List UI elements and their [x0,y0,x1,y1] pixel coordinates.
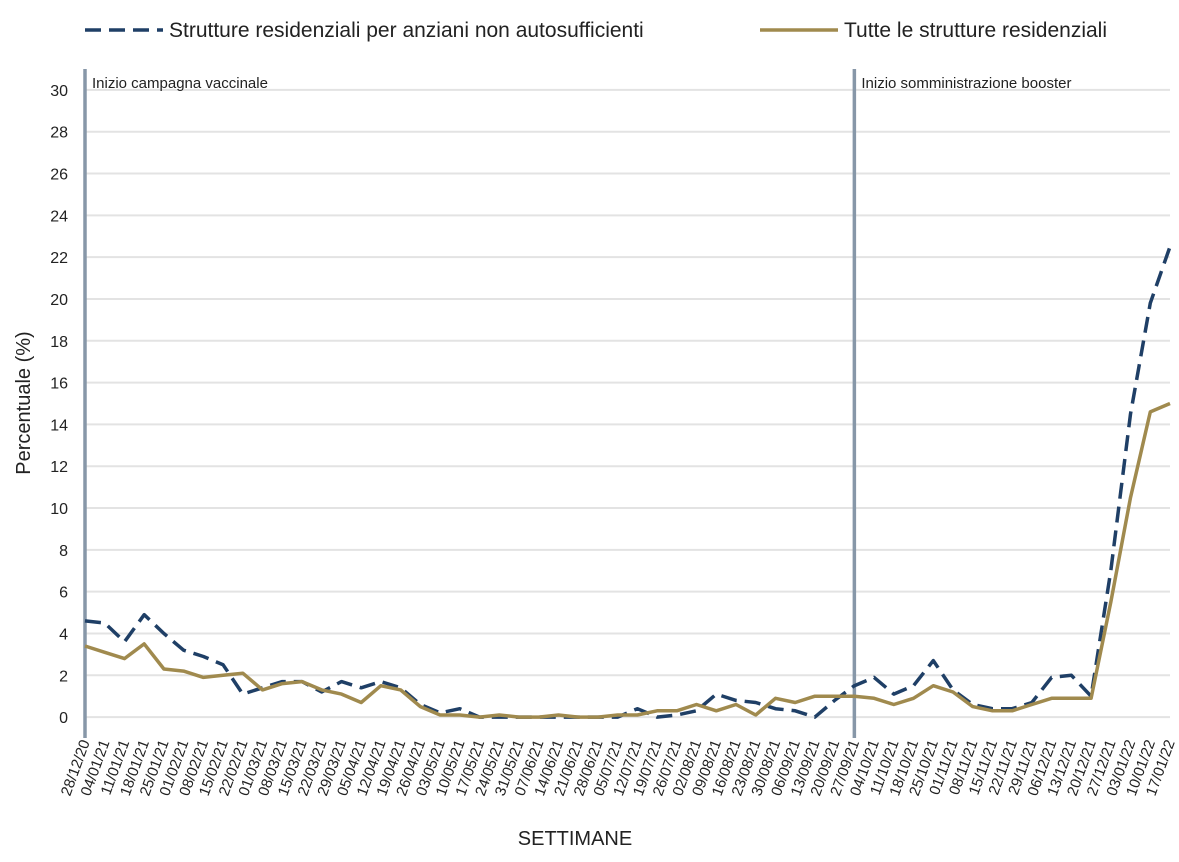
y-tick-label: 14 [50,417,68,434]
y-tick-label: 16 [50,376,68,393]
data-line [84,246,1172,719]
y-tick-label: 26 [50,167,68,184]
y-tick-label: 10 [50,501,68,518]
annotation-label: Inizio somministrazione booster [861,75,1071,92]
y-tick-label: 30 [50,83,68,100]
y-tick-label: 6 [59,585,68,602]
annotation-label: Inizio campagna vaccinale [92,75,268,92]
y-tick-label: 12 [50,459,68,476]
legend-label: Tutte le strutture residenziali [844,19,1107,42]
y-tick-label: 20 [50,292,68,309]
y-tick-label: 0 [59,710,68,727]
y-tick-label: 22 [50,250,68,267]
y-tick-label: 2 [59,668,68,685]
y-tick-label: 4 [59,626,68,643]
y-tick-label: 8 [59,543,68,560]
y-tick-label: 28 [50,125,68,142]
legend-label: Strutture residenziali per anziani non a… [169,19,644,42]
y-tick-label: 18 [50,334,68,351]
y-tick-label: 24 [50,208,68,225]
x-axis-label: SETTIMANE [518,828,632,850]
y-axis-label: Percentuale (%) [13,331,35,474]
data-line [84,401,1171,719]
